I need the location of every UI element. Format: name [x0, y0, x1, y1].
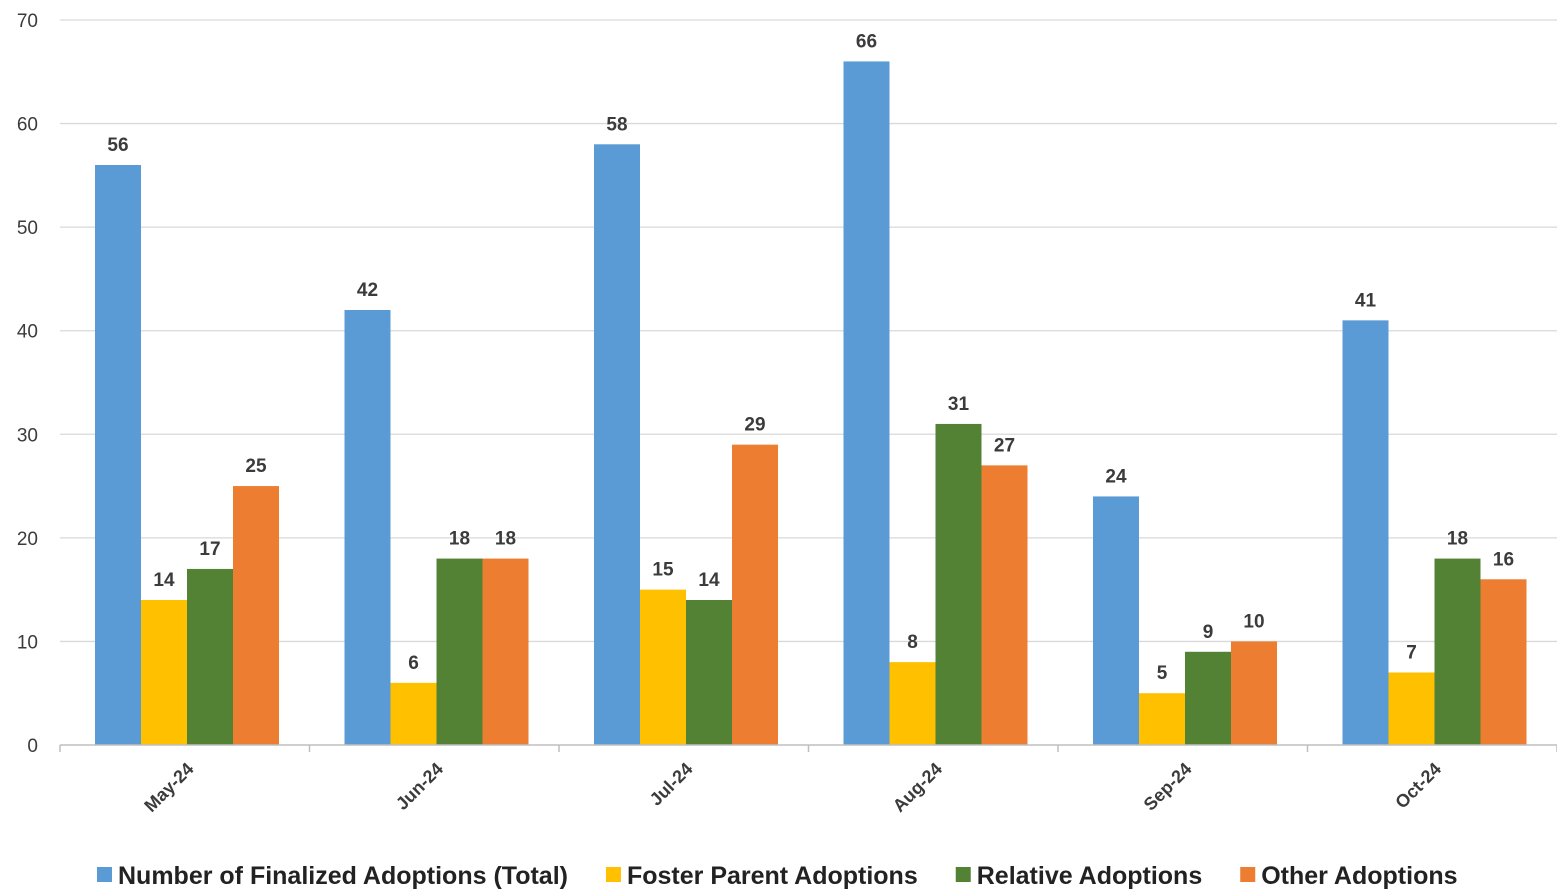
bar-May-24-series-1 — [95, 165, 141, 745]
bar-Jul-24-series-2 — [640, 589, 686, 745]
bar-Jun-24-series-1 — [344, 310, 391, 745]
bar-Aug-24-series-3 — [935, 423, 982, 745]
x-tick-label-Sep-24: Sep-24 — [1140, 759, 1196, 815]
data-label-Jul-24-series-4: 29 — [744, 415, 765, 436]
y-axis-ticks: 0 10 20 30 40 50 60 70 — [17, 11, 38, 757]
x-axis-categories: May-24 Jun-24 Jul-24 Aug-24 Sep-24 Oct-24 — [140, 759, 1445, 816]
data-label-May-24-series-4: 25 — [245, 456, 267, 477]
legend-swatch-3 — [955, 867, 971, 882]
legend-swatch-2 — [605, 867, 621, 882]
x-tick-label-Jun-24: Jun-24 — [392, 759, 447, 814]
bar-Jul-24-series-1 — [594, 144, 640, 746]
bar-Oct-24-series-3 — [1434, 558, 1481, 745]
data-label-Oct-24-series-1: 41 — [1355, 290, 1377, 311]
x-tick-label-Aug-24: Aug-24 — [889, 759, 946, 816]
data-label-May-24-series-2: 14 — [153, 570, 175, 591]
y-tick-label-30: 30 — [17, 425, 38, 446]
bar-Sep-24-series-3 — [1185, 651, 1231, 745]
x-tick-label-Jul-24: Jul-24 — [646, 759, 697, 810]
x-tick-label-Oct-24: Oct-24 — [1391, 759, 1445, 813]
y-tick-label-0: 0 — [27, 736, 38, 757]
gridlines — [60, 19, 1557, 643]
data-label-Jun-24-series-4: 18 — [495, 529, 516, 550]
legend-label-3: Relative Adoptions — [977, 862, 1203, 890]
data-label-Sep-24-series-2: 5 — [1157, 663, 1168, 684]
bar-May-24-series-4 — [233, 486, 279, 745]
legend-swatch-1 — [97, 867, 112, 882]
data-label-Aug-24-series-3: 31 — [948, 394, 970, 415]
data-label-Sep-24-series-3: 9 — [1203, 622, 1214, 643]
legend-label-1: Number of Finalized Adoptions (Total) — [118, 862, 568, 890]
data-label-Sep-24-series-1: 24 — [1105, 466, 1127, 487]
legend-label-4: Other Adoptions — [1261, 862, 1457, 890]
data-label-Oct-24-series-2: 7 — [1406, 643, 1417, 664]
y-tick-label-20: 20 — [17, 529, 38, 550]
legend: Number of Finalized Adoptions (Total) Fos… — [97, 862, 1458, 890]
bar-Aug-24-series-2 — [889, 662, 936, 745]
data-label-Jul-24-series-1: 58 — [606, 114, 627, 135]
y-tick-label-10: 10 — [17, 632, 38, 653]
bar-Aug-24-series-1 — [843, 61, 890, 745]
data-label-Sep-24-series-4: 10 — [1243, 611, 1264, 632]
bar-Oct-24-series-1 — [1342, 320, 1389, 745]
bars — [95, 61, 1527, 746]
data-label-May-24-series-1: 56 — [107, 135, 128, 156]
data-label-Aug-24-series-1: 66 — [856, 31, 877, 52]
bar-Sep-24-series-2 — [1139, 693, 1185, 745]
data-label-Oct-24-series-4: 16 — [1493, 549, 1514, 570]
data-label-Jun-24-series-2: 6 — [408, 653, 419, 674]
y-tick-label-60: 60 — [17, 115, 38, 136]
bar-Oct-24-series-2 — [1388, 672, 1435, 745]
bar-Sep-24-series-1 — [1093, 496, 1139, 745]
data-label-Aug-24-series-2: 8 — [907, 632, 918, 653]
legend-label-2: Foster Parent Adoptions — [627, 862, 918, 890]
bar-Sep-24-series-4 — [1231, 641, 1277, 745]
bar-Jun-24-series-4 — [482, 558, 529, 745]
bar-May-24-series-2 — [141, 600, 187, 745]
y-tick-label-70: 70 — [17, 11, 38, 32]
bar-Jun-24-series-3 — [436, 558, 483, 745]
bar-Aug-24-series-4 — [981, 465, 1028, 745]
data-label-Jul-24-series-2: 15 — [652, 560, 674, 581]
legend-swatch-4 — [1240, 867, 1256, 882]
data-label-Jun-24-series-3: 18 — [449, 529, 470, 550]
bar-Jul-24-series-4 — [732, 444, 778, 745]
data-label-Oct-24-series-3: 18 — [1447, 529, 1468, 550]
x-tick-label-May-24: May-24 — [140, 759, 197, 816]
bar-Jul-24-series-3 — [686, 600, 732, 745]
data-label-Jun-24-series-1: 42 — [357, 280, 378, 301]
bar-May-24-series-3 — [187, 568, 233, 745]
x-axis — [59, 744, 1557, 752]
data-label-Jul-24-series-3: 14 — [698, 570, 720, 591]
y-tick-label-50: 50 — [17, 218, 38, 239]
data-label-Aug-24-series-4: 27 — [994, 435, 1015, 456]
bar-Oct-24-series-4 — [1480, 579, 1527, 745]
y-tick-label-40: 40 — [17, 322, 38, 343]
data-label-May-24-series-3: 17 — [199, 539, 220, 560]
data-labels: 56 14 17 25 42 6 18 18 58 15 14 29 66 8 31 27 24 5 9 10 41 7 1… — [107, 31, 1514, 684]
bar-Jun-24-series-2 — [390, 682, 437, 745]
